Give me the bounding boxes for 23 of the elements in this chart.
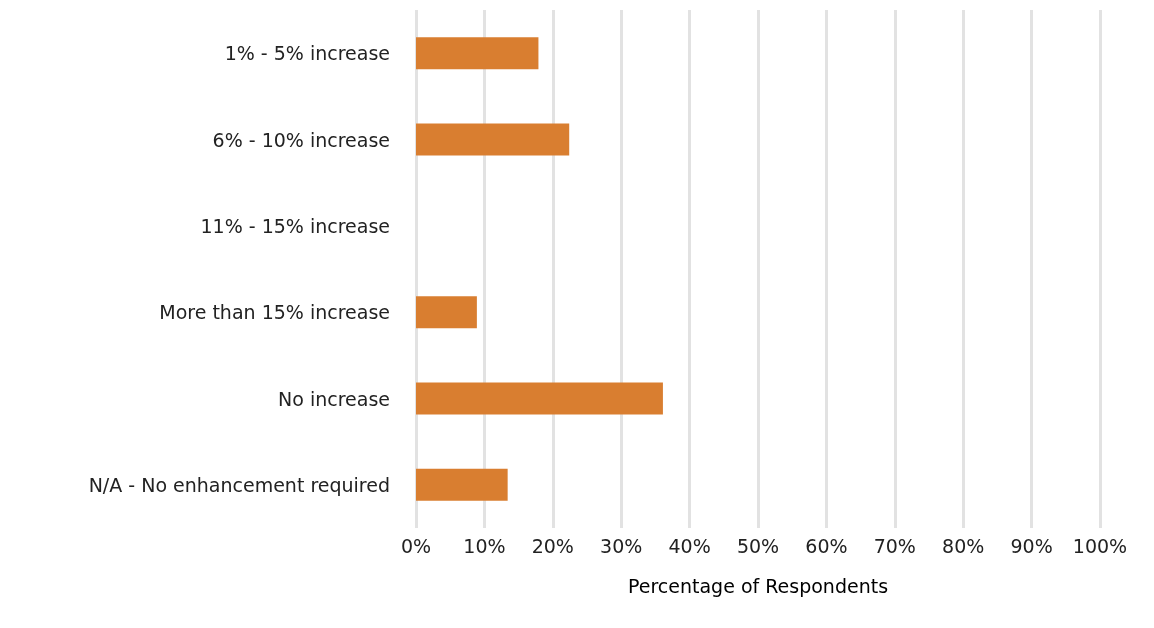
- y-tick-label: N/A - No enhancement required: [88, 473, 390, 496]
- x-axis-title: Percentage of Respondents: [627, 574, 889, 597]
- x-tick-label: 70%: [873, 534, 916, 557]
- x-tick-label: 60%: [805, 534, 848, 557]
- bar: [416, 123, 570, 156]
- y-tick-label: 11% - 15% increase: [200, 214, 390, 237]
- y-tick-label: More than 15% increase: [159, 301, 390, 324]
- x-tick-label: 100%: [1072, 534, 1128, 557]
- y-tick-label: 6% - 10% increase: [212, 128, 390, 151]
- bar: [416, 37, 539, 70]
- x-tick-label: 0%: [400, 534, 432, 557]
- y-tick-label: 1% - 5% increase: [224, 42, 390, 65]
- x-tick-label: 90%: [1010, 534, 1053, 557]
- x-tick-label: 50%: [736, 534, 780, 557]
- x-tick-label: 10%: [463, 534, 506, 557]
- x-tick-label: 20%: [531, 534, 574, 557]
- x-tick-label: 40%: [668, 534, 711, 557]
- x-tick-label: 80%: [942, 534, 985, 557]
- y-tick-label: No increase: [278, 387, 390, 410]
- bar: [416, 296, 477, 329]
- x-tick-label: 30%: [600, 534, 643, 557]
- bar: [416, 382, 663, 415]
- bar: [416, 468, 508, 501]
